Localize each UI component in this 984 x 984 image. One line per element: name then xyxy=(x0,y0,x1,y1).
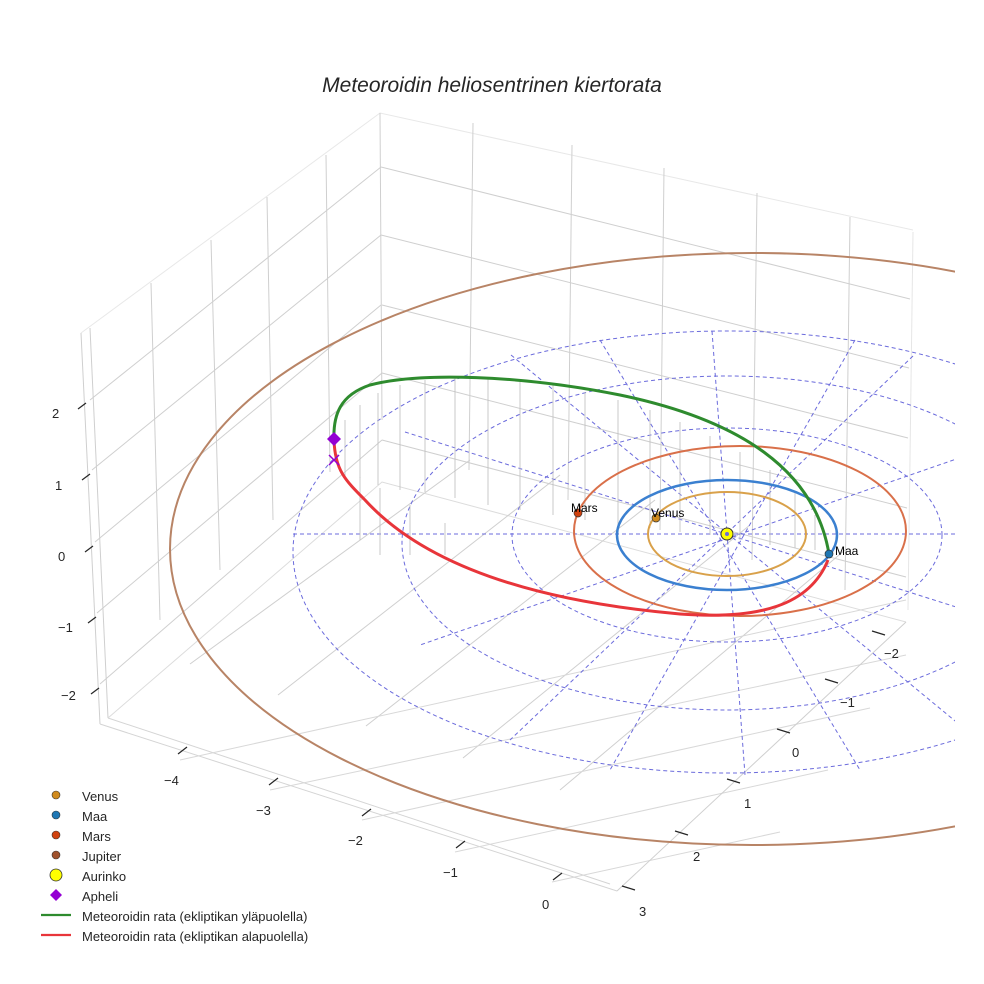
z-tick: −1 xyxy=(58,620,73,635)
chart-title: Meteoroidin heliosentrinen kiertorata xyxy=(322,74,662,97)
z-tick: 1 xyxy=(55,478,63,493)
axes-box-grid xyxy=(80,112,914,892)
x-tick: 0 xyxy=(542,897,550,912)
legend-item-jupiter: Jupiter xyxy=(38,846,308,866)
y-tick: 0 xyxy=(792,745,800,760)
y-tick: −1 xyxy=(840,695,855,710)
circle-marker-icon xyxy=(38,806,76,826)
red-line-icon xyxy=(38,926,76,946)
legend-item-mars: Mars xyxy=(38,826,308,846)
legend-item-orbit-below: Meteoroidin rata (ekliptikan alapuolella… xyxy=(38,926,308,946)
legend-item-aurinko: Aurinko xyxy=(38,866,308,886)
y-tick: 3 xyxy=(639,904,647,919)
x-tick: −1 xyxy=(443,865,458,880)
earth-orbit xyxy=(615,478,839,592)
circle-marker-icon xyxy=(38,846,76,866)
z-tick: −2 xyxy=(61,688,76,703)
aphelion-marker xyxy=(327,432,341,446)
venus-orbit xyxy=(647,491,807,577)
x-tick: −3 xyxy=(256,803,271,818)
y-tick: 2 xyxy=(693,849,701,864)
legend-item-orbit-above: Meteoroidin rata (ekliptikan yläpuolella… xyxy=(38,906,308,926)
legend-item-venus: Venus xyxy=(38,786,308,806)
earth-marker xyxy=(824,549,834,559)
circle-marker-icon xyxy=(38,826,76,846)
venus-label: Venus xyxy=(651,506,685,520)
venus-marker xyxy=(651,513,661,523)
axis-tick-marks xyxy=(77,402,886,891)
mars-label: Mars xyxy=(571,501,598,515)
mars-orbit xyxy=(573,445,907,617)
diamond-marker-icon xyxy=(38,886,76,906)
mars-marker xyxy=(573,508,583,518)
jupiter-orbit xyxy=(169,252,955,846)
meteoroid-orbit-below xyxy=(332,439,830,617)
legend-item-maa: Maa xyxy=(38,806,308,826)
x-tick: −2 xyxy=(348,833,363,848)
aphelion-projection-x-icon xyxy=(328,454,340,466)
y-tick: 1 xyxy=(744,796,752,811)
green-line-icon xyxy=(38,906,76,926)
z-tick: 0 xyxy=(58,549,66,564)
z-tick: 2 xyxy=(52,406,60,421)
circle-marker-icon xyxy=(38,786,76,806)
meteoroid-orbit-above xyxy=(332,375,831,555)
legend-item-apheli: Apheli xyxy=(38,886,308,906)
x-tick: −4 xyxy=(164,773,179,788)
y-tick: −2 xyxy=(884,646,899,661)
sun-marker-icon xyxy=(38,866,76,886)
legend: Venus Maa Mars Jupiter Aurinko Apheli Me… xyxy=(38,786,308,946)
earth-label: Maa xyxy=(835,544,859,558)
meteoroid-drop-lines xyxy=(344,378,816,555)
ecliptic-grid xyxy=(292,330,955,776)
